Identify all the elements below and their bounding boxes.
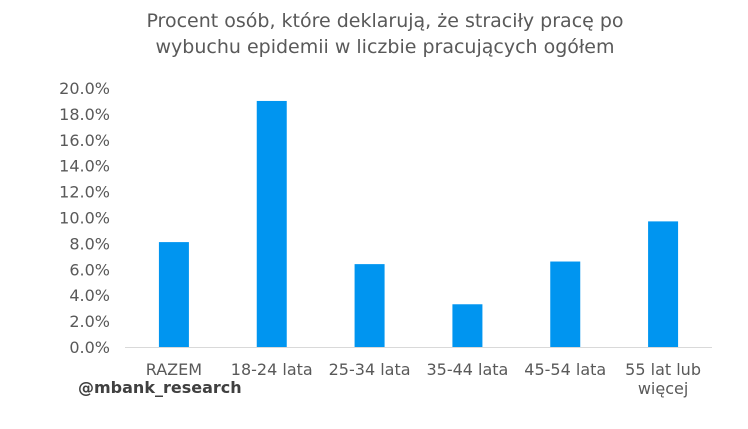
y-tick-label: 14.0% — [59, 157, 110, 176]
bar — [158, 242, 189, 347]
y-tick-label: 12.0% — [59, 183, 110, 202]
x-tick-label: RAZEM — [146, 360, 202, 379]
bar — [648, 221, 679, 347]
bar — [550, 261, 581, 347]
y-tick-label: 4.0% — [69, 286, 110, 305]
y-tick-label: 2.0% — [69, 312, 110, 331]
y-tick-label: 10.0% — [59, 209, 110, 228]
x-tick-label: 55 lat lub — [625, 360, 701, 379]
x-tick-label: 35-44 lata — [426, 360, 508, 379]
source-label: @mbank_research — [78, 378, 242, 397]
y-tick-label: 20.0% — [59, 79, 110, 98]
chart-title-line-1: Procent osób, które deklarują, że straci… — [146, 10, 624, 32]
y-tick-label: 8.0% — [69, 234, 110, 253]
x-tick-label: 18-24 lata — [231, 360, 313, 379]
x-tick-label: 25-34 lata — [329, 360, 411, 379]
chart-title: Procent osób, które deklarują, że straci… — [0, 8, 748, 60]
y-tick-label: 6.0% — [69, 260, 110, 279]
bar — [354, 264, 385, 347]
bar — [256, 100, 287, 347]
x-tick-label: więcej — [638, 379, 688, 398]
y-tick-label: 0.0% — [69, 338, 110, 357]
y-tick-label: 18.0% — [59, 105, 110, 124]
bar — [452, 304, 483, 347]
chart-title-line-2: wybuchu epidemii w liczbie pracujących o… — [155, 36, 615, 58]
x-tick-label: 45-54 lata — [524, 360, 606, 379]
y-tick-label: 16.0% — [59, 131, 110, 150]
